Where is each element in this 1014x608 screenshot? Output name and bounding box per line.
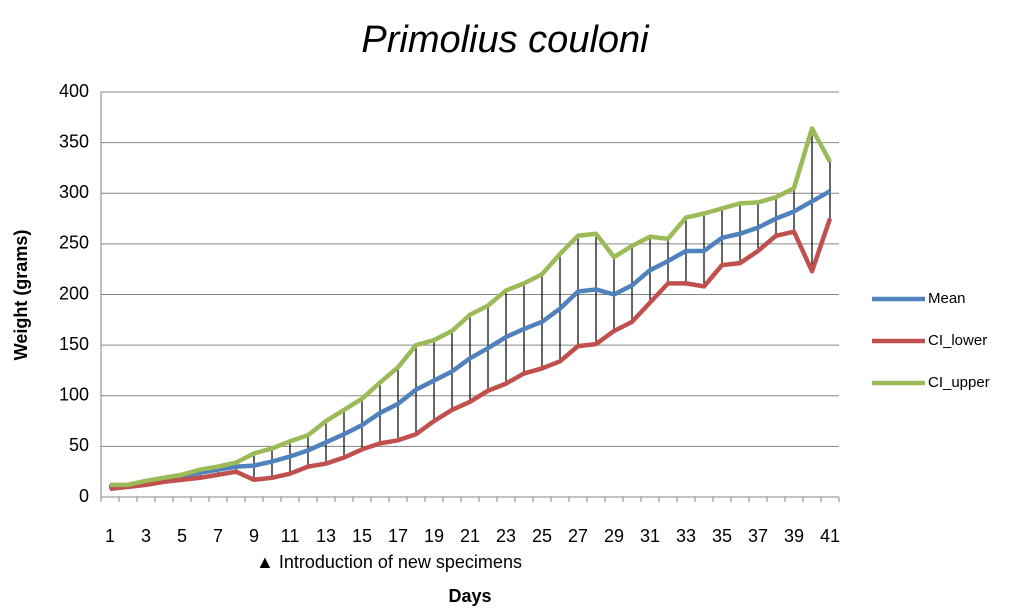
x-tick-label: 5 xyxy=(177,526,187,546)
y-tick-label: 200 xyxy=(59,283,89,303)
x-axis-title: Days xyxy=(448,586,491,606)
x-tick-label: 13 xyxy=(316,526,336,546)
legend-label: CI_upper xyxy=(928,374,990,391)
x-tick-label: 15 xyxy=(352,526,372,546)
y-axis-title: Weight (grams) xyxy=(11,230,31,361)
legend-label: Mean xyxy=(928,290,966,307)
y-tick-label: 100 xyxy=(59,385,89,405)
x-tick-label: 25 xyxy=(532,526,552,546)
x-tick-label: 11 xyxy=(281,526,300,546)
y-tick-label: 50 xyxy=(69,435,89,455)
x-tick-label: 33 xyxy=(676,526,696,546)
x-tick-label: 29 xyxy=(604,526,624,546)
x-tick-label: 27 xyxy=(568,526,588,546)
x-tick-label: 41 xyxy=(820,526,840,546)
y-tick-label: 150 xyxy=(59,334,89,354)
x-tick-label: 1 xyxy=(105,526,115,546)
series-line xyxy=(109,189,832,490)
x-tick-label: 3 xyxy=(141,526,151,546)
x-tick-label: 17 xyxy=(388,526,408,546)
y-tick-label: 250 xyxy=(59,233,89,253)
annotation: ▲ Introduction of new specimens xyxy=(256,552,522,572)
x-tick-label: 31 xyxy=(640,526,660,546)
x-tick-label: 9 xyxy=(249,526,259,546)
y-tick-label: 350 xyxy=(59,131,89,151)
x-tick-label: 21 xyxy=(460,526,480,546)
series-line xyxy=(110,126,832,488)
chart-title: Primolius couloni xyxy=(361,19,650,61)
x-tick-label: 35 xyxy=(712,526,732,546)
y-tick-label: 0 xyxy=(79,486,89,506)
series-line xyxy=(109,217,833,492)
x-tick-label: 19 xyxy=(424,526,444,546)
x-tick-label: 39 xyxy=(784,526,804,546)
x-tick-label: 23 xyxy=(496,526,516,546)
x-tick-label: 7 xyxy=(213,526,223,546)
y-tick-label: 300 xyxy=(59,182,89,202)
legend-label: CI_lower xyxy=(928,332,987,349)
y-tick-label: 400 xyxy=(59,81,89,101)
x-tick-label: 37 xyxy=(748,526,768,546)
